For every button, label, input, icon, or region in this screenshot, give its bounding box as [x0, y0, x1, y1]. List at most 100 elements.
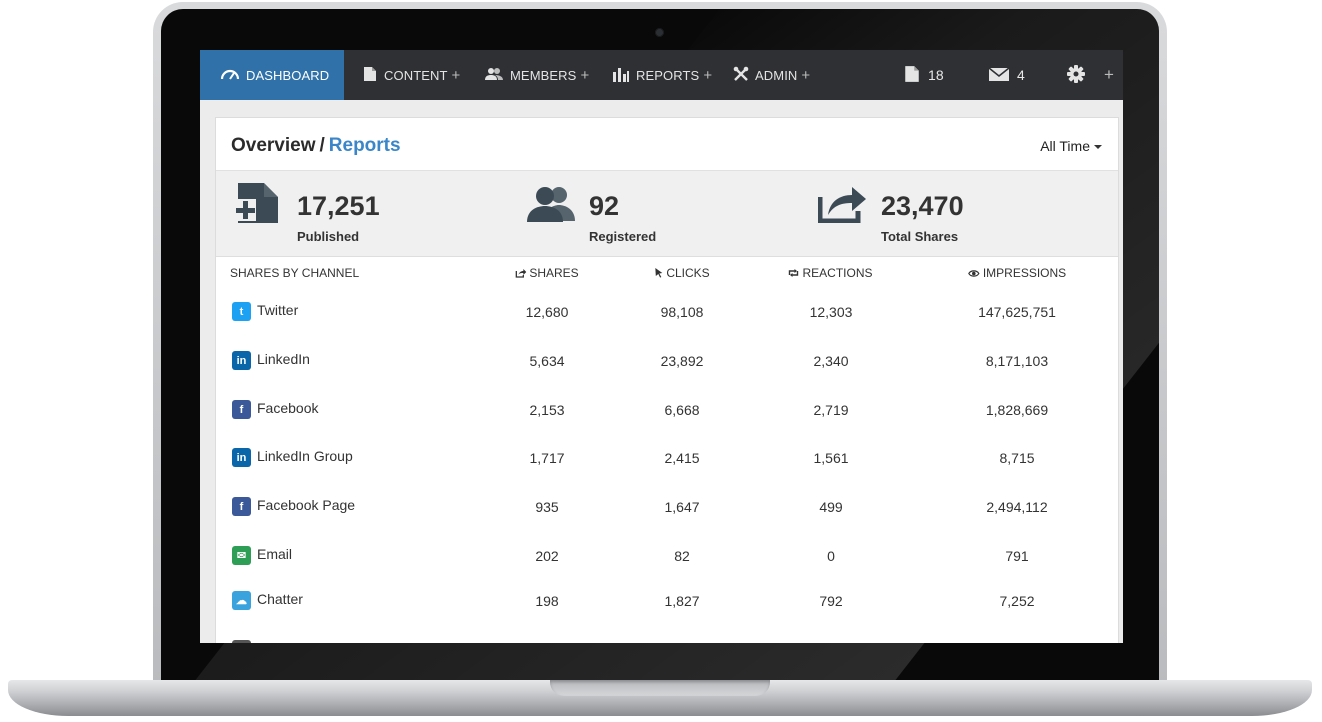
nav-members-label: MEMBERS: [510, 67, 577, 83]
clicks-value: 82: [674, 548, 690, 564]
nav-admin[interactable]: ADMIN +: [733, 50, 810, 100]
email-icon: ✉: [232, 546, 251, 565]
channel-name: LinkedIn: [257, 351, 310, 367]
header-reactions-label: REACTIONS: [802, 266, 873, 280]
clicks-value: 1,647: [664, 499, 700, 515]
stat-registered-value: 92: [589, 191, 620, 221]
table-header: SHARES BY CHANNEL SHARES CLICKS REACTION…: [216, 257, 1118, 287]
panel-header: Overview / Reports All Time: [216, 118, 1118, 171]
channel-name: Chatter: [257, 591, 303, 607]
eye-icon: [968, 267, 980, 281]
documents-count: 18: [928, 67, 944, 83]
nav-admin-plus: +: [801, 66, 811, 84]
users-icon: [484, 67, 504, 84]
stat-published-label: Published: [297, 229, 360, 244]
impressions-value: 8,715: [999, 450, 1035, 466]
stat-published-value: 17,251: [297, 191, 380, 221]
table-row[interactable]: [216, 628, 1118, 643]
clicks-value: 6,668: [664, 402, 700, 418]
nav-content[interactable]: CONTENT +: [362, 50, 460, 100]
channel-icon: [232, 640, 251, 643]
linkedin-group-icon: in: [232, 448, 251, 467]
gauge-icon: [220, 67, 240, 84]
reactions-value: 1,561: [813, 450, 849, 466]
header-shares-by-channel: SHARES BY CHANNEL: [230, 266, 360, 280]
table-row[interactable]: in LinkedIn 5,634 23,892 2,340 8,171,103: [216, 341, 1118, 381]
nav-messages-counter[interactable]: 4: [988, 50, 1025, 100]
reactions-value: 2,340: [813, 353, 849, 369]
time-range-dropdown[interactable]: All Time: [1040, 138, 1102, 154]
stat-total-shares: 23,470 Total Shares: [817, 181, 1058, 251]
impressions-value: 2,494,112: [986, 499, 1048, 515]
chatter-icon: ☁: [232, 591, 251, 610]
impressions-value: 1,828,669: [985, 402, 1049, 418]
nav-admin-label: ADMIN: [755, 67, 798, 83]
reactions-value: 792: [819, 593, 843, 609]
header-clicks-label: CLICKS: [666, 266, 710, 280]
facebook-icon: f: [232, 400, 251, 419]
shares-value: 198: [535, 593, 559, 609]
time-range-label: All Time: [1040, 138, 1090, 154]
document-icon: [362, 66, 378, 85]
document-icon: [903, 65, 921, 86]
tools-icon: [733, 66, 749, 85]
clicks-value: 98,108: [660, 304, 704, 320]
shares-value: 12,680: [525, 304, 569, 320]
table-row[interactable]: f Facebook 2,153 6,668 2,719 1,828,669: [216, 390, 1118, 430]
reactions-value: 12,303: [809, 304, 853, 320]
app-screen: DASHBOARD CONTENT + MEMBERS + REPORTS +: [200, 50, 1123, 643]
add-button[interactable]: +: [1100, 50, 1114, 100]
header-shares[interactable]: SHARES: [515, 266, 579, 281]
nav-dashboard-label: DASHBOARD: [246, 67, 330, 83]
shares-value: 935: [535, 499, 559, 515]
stat-registered-label: Registered: [589, 229, 657, 244]
nav-reports[interactable]: REPORTS +: [612, 50, 712, 100]
shares-value: 2,153: [529, 402, 565, 418]
facebook-page-icon: f: [232, 497, 251, 516]
header-shares-label: SHARES: [529, 266, 579, 280]
shares-value: 5,634: [529, 353, 565, 369]
channel-name: Facebook Page: [257, 497, 356, 513]
nav-members[interactable]: MEMBERS +: [484, 50, 589, 100]
envelope-icon: [988, 66, 1010, 85]
bar-chart-icon: [612, 66, 630, 85]
header-impressions[interactable]: IMPRESSIONS: [968, 266, 1066, 281]
stat-registered: 92 Registered: [525, 181, 745, 251]
impressions-value: 7,252: [999, 593, 1035, 609]
table-row[interactable]: f Facebook Page 935 1,647 499 2,494,112: [216, 487, 1118, 527]
settings-button[interactable]: [1066, 50, 1086, 100]
share-icon: [817, 183, 868, 228]
impressions-value: 8,171,103: [985, 353, 1049, 369]
stats-summary: 17,251 Published 92 Registered: [216, 171, 1118, 257]
shares-value: 202: [535, 548, 559, 564]
clicks-value: 2,415: [664, 450, 700, 466]
title-separator: /: [319, 135, 325, 156]
channel-name: Twitter: [257, 302, 299, 318]
stat-published: 17,251 Published: [234, 181, 434, 251]
nav-reports-label: REPORTS: [636, 67, 700, 83]
title-overview: Overview: [231, 135, 316, 156]
table-row[interactable]: t Twitter 12,680 98,108 12,303 147,625,7…: [216, 292, 1118, 332]
gear-icon: [1066, 64, 1086, 87]
linkedin-icon: in: [232, 351, 251, 370]
reactions-value: 2,719: [813, 402, 849, 418]
users-icon: [525, 185, 579, 228]
table-row[interactable]: ☁ Chatter 198 1,827 792 7,252: [216, 581, 1118, 621]
add-label: +: [1104, 65, 1115, 84]
messages-count: 4: [1017, 67, 1025, 83]
header-reactions[interactable]: REACTIONS: [787, 266, 873, 281]
camera-icon: [655, 28, 664, 37]
nav-documents-counter[interactable]: 18: [903, 50, 944, 100]
channel-name: Facebook: [257, 400, 319, 416]
top-navigation: DASHBOARD CONTENT + MEMBERS + REPORTS +: [200, 50, 1123, 100]
cursor-icon: [654, 267, 663, 281]
breadcrumb-reports-link[interactable]: Reports: [328, 135, 401, 156]
table-row[interactable]: ✉ Email 202 82 0 791: [216, 536, 1118, 576]
nav-dashboard[interactable]: DASHBOARD: [200, 50, 344, 100]
header-clicks[interactable]: CLICKS: [654, 266, 710, 281]
nav-content-plus: +: [451, 66, 461, 84]
caret-down-icon: [1094, 145, 1102, 150]
reports-panel: Overview / Reports All Time 1: [215, 117, 1119, 643]
table-row[interactable]: in LinkedIn Group 1,717 2,415 1,561 8,71…: [216, 438, 1118, 478]
nav-content-label: CONTENT: [384, 67, 448, 83]
